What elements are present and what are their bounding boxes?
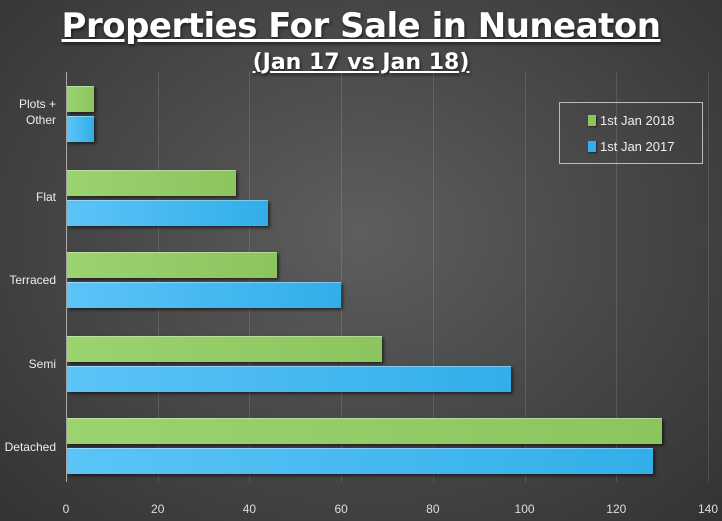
bar-semi-2018 — [67, 336, 383, 362]
category-label-flat: Flat — [35, 190, 56, 204]
gridline — [708, 72, 709, 482]
gridline — [616, 72, 618, 482]
x-tick-label: 20 — [151, 502, 165, 516]
legend-item-2018: 1st Jan 2018 — [588, 113, 674, 128]
gridline — [432, 72, 434, 482]
gridline — [341, 72, 343, 482]
x-tick-label: 120 — [606, 502, 627, 516]
chart-title: Properties For Sale in Nuneaton — [61, 6, 661, 46]
bar-flat-2017 — [67, 200, 268, 226]
legend-swatch-2018-icon — [588, 115, 596, 126]
category-label-plots-line2: Other — [25, 113, 56, 127]
y-axis-line — [66, 72, 67, 482]
gridline — [524, 72, 526, 482]
x-tick-label: 100 — [514, 502, 535, 516]
chart-subtitle: (Jan 17 vs Jan 18) — [252, 50, 470, 75]
bar-semi-2017 — [67, 366, 511, 392]
legend-swatch-2017-icon — [588, 141, 596, 152]
x-tick-label: 140 — [697, 502, 719, 516]
legend-label-2017: 1st Jan 2017 — [600, 139, 675, 154]
x-tick-label: 80 — [426, 502, 440, 516]
legend-item-2017: 1st Jan 2017 — [588, 139, 674, 154]
legend: 1st Jan 2018 1st Jan 2017 — [559, 102, 703, 164]
category-label-terraced: Terraced — [9, 273, 56, 287]
category-label-plots-line1: Plots + — [18, 97, 56, 111]
x-tick-label: 60 — [334, 502, 348, 516]
plot-area — [66, 72, 709, 482]
category-label-detached: Detached — [4, 440, 56, 454]
bar-detached-2018 — [67, 418, 663, 444]
bar-plots-other-2018 — [67, 86, 94, 112]
category-label-plots: Plots + Other — [0, 96, 56, 128]
bar-flat-2018 — [67, 170, 236, 196]
legend-label-2018: 1st Jan 2018 — [600, 113, 675, 128]
bar-plots-other-2017 — [67, 116, 94, 142]
x-tick-label: 40 — [242, 502, 257, 516]
category-label-semi: Semi — [28, 357, 56, 371]
bar-terraced-2018 — [67, 252, 277, 278]
bar-terraced-2017 — [67, 282, 342, 308]
x-tick-label: 0 — [62, 502, 70, 516]
bar-detached-2017 — [67, 448, 653, 474]
